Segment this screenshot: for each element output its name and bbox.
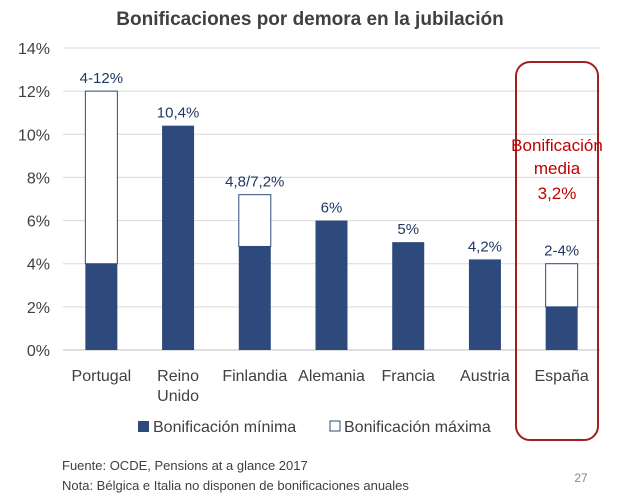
bar-max [84, 90, 118, 265]
legend-label-max: Bonificación máxima [344, 419, 491, 436]
category-label: Alemania [298, 368, 365, 385]
data-label: 5% [397, 221, 419, 238]
legend-label-min: Bonificación mínima [153, 419, 296, 436]
y-tick-label: 8% [27, 170, 50, 187]
y-tick-label: 4% [27, 257, 50, 274]
data-label: 4,8/7,2% [225, 174, 284, 191]
bar-min [392, 242, 425, 350]
legend-swatch-min [138, 421, 149, 432]
bar-min [238, 246, 271, 350]
category-label: Reino [157, 368, 199, 385]
source-note: Fuente: OCDE, Pensions at a glance 2017 [62, 458, 308, 473]
annotation-text: Bonificación [511, 136, 603, 155]
data-label: 2-4% [544, 243, 579, 260]
y-tick-label: 14% [18, 41, 50, 58]
category-label: Unido [157, 388, 199, 405]
bar-min [162, 125, 195, 351]
bar-max [545, 263, 579, 308]
y-tick-label: 0% [27, 343, 50, 360]
y-tick-label: 12% [18, 84, 50, 101]
category-label: Austria [460, 368, 510, 385]
bar-min [85, 263, 118, 350]
bar-min [315, 220, 348, 350]
footnote: Nota: Bélgica e Italia no disponen de bo… [62, 478, 409, 493]
bar-max [238, 194, 272, 247]
category-label: Finlandia [222, 368, 287, 385]
annotation-text: 3,2% [538, 184, 577, 203]
y-tick-label: 2% [27, 300, 50, 317]
category-label: España [535, 368, 589, 385]
category-label: Francia [382, 368, 435, 385]
annotation-text: media [534, 159, 581, 178]
data-label: 10,4% [157, 105, 200, 122]
category-label: Portugal [72, 368, 132, 385]
page-number: 27 [574, 471, 588, 485]
highlight-box [515, 61, 599, 441]
y-tick-label: 10% [18, 127, 50, 144]
data-label: 4,2% [468, 238, 502, 255]
y-tick-label: 6% [27, 214, 50, 231]
legend: Bonificación mínima Bonificación máxima [138, 419, 491, 436]
data-label: 6% [321, 200, 343, 217]
bar-min [468, 259, 501, 350]
bar-min [545, 306, 578, 350]
legend-swatch-max [329, 420, 341, 432]
data-label: 4-12% [80, 70, 123, 87]
chart-title: Bonificaciones por demora en la jubilaci… [116, 9, 503, 30]
